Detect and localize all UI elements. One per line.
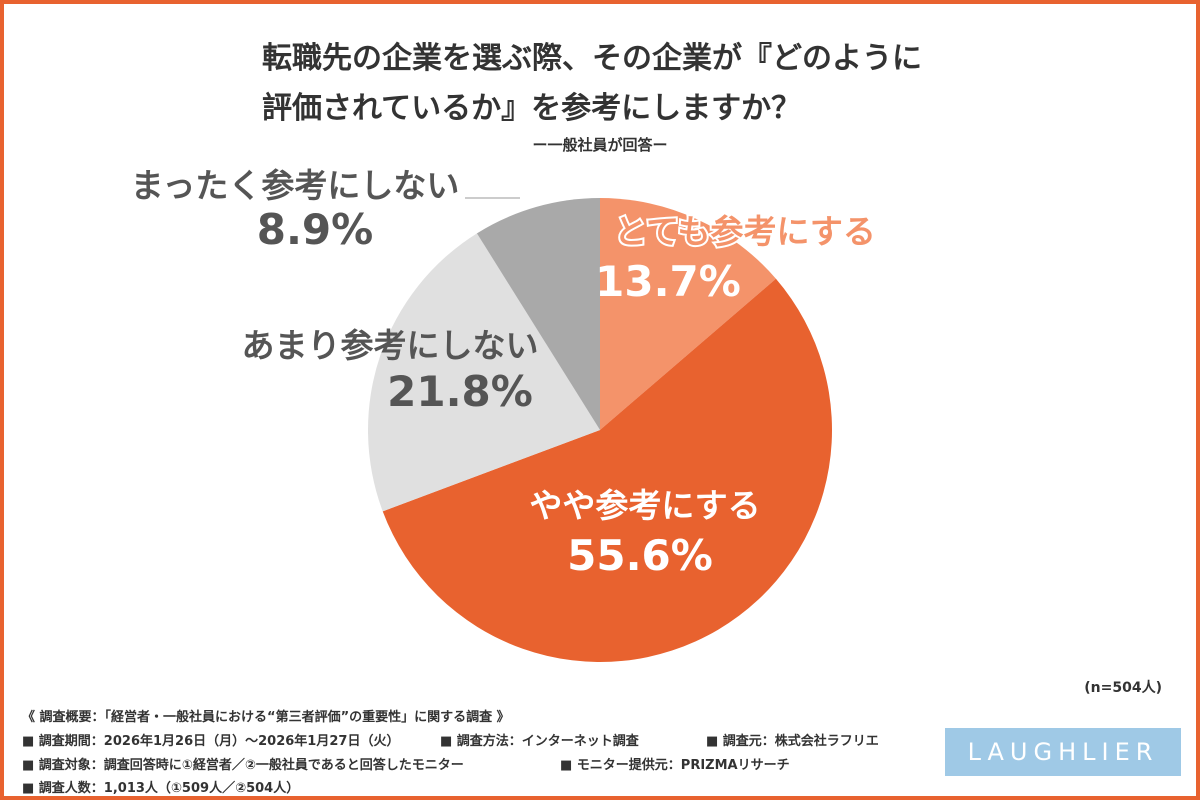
footer-item: ■ 調査人数：1,013人（①509人／②504人） — [22, 781, 300, 796]
footer-heading: 《 調査概要：「経営者・一般社員における“第三者評価”の重要性」に関する調査 》 — [22, 710, 510, 725]
footer-item: ■ 調査元：株式会社ラフリエ — [706, 734, 879, 749]
sample-note: (n=504人) — [1084, 679, 1162, 696]
value-label: 8.9% — [257, 205, 373, 254]
pie-slice — [476, 198, 600, 430]
footer-item: ■ 調査対象：調査回答時に①経営者／②一般社員であると回答したモニター — [22, 758, 464, 773]
footer-item: ■ モニター提供元：PRIZMAリサーチ — [560, 758, 790, 773]
pie-slice — [600, 198, 776, 430]
category-label: まったく参考にしない — [131, 166, 460, 205]
category-label: やや参考にする — [529, 486, 760, 525]
logo: LAUGHLIER — [945, 728, 1181, 776]
chart-title-line: 評価されているか』を参考にしますか？ — [262, 91, 801, 126]
category-label: あまり参考にしない — [242, 326, 539, 365]
footer-item: ■ 調査方法：インターネット調査 — [440, 734, 639, 749]
pie-slice — [368, 233, 600, 512]
value-label: 21.8% — [387, 367, 533, 416]
value-label: 55.6% — [567, 531, 713, 580]
chart-title-line: 転職先の企業を選ぶ際、その企業が『どのように — [262, 41, 922, 76]
pie-slice — [382, 278, 833, 663]
pie — [368, 198, 833, 663]
value-label: 13.7% — [595, 257, 741, 306]
category-label: とても参考にする — [614, 212, 876, 251]
footer-item: ■ 調査期間：2026年1月26日（月）～2026年1月27日（火） — [22, 734, 400, 749]
chart-subtitle: ー一般社員が回答ー — [532, 136, 667, 154]
